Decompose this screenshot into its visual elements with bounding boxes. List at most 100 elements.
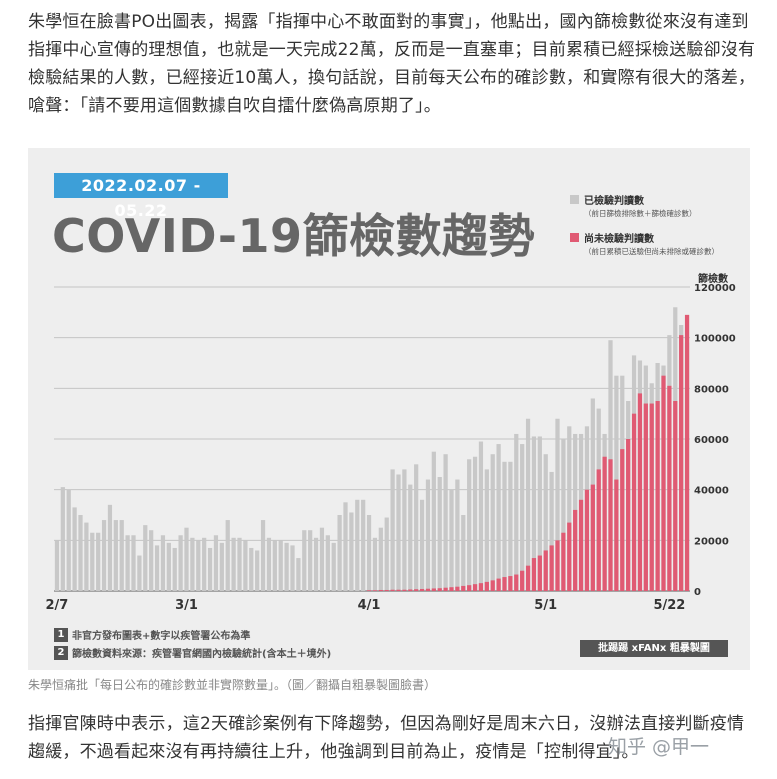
bar-pending bbox=[414, 589, 419, 591]
bar-pending bbox=[626, 439, 631, 591]
bar-pending bbox=[402, 589, 407, 591]
bar-pending bbox=[443, 587, 448, 591]
x-tick-label: 2/7 bbox=[46, 598, 69, 613]
bar-pending bbox=[649, 403, 654, 591]
bar-tested bbox=[125, 535, 130, 591]
bar-tested bbox=[72, 507, 77, 591]
bar-tested bbox=[467, 459, 472, 591]
y-tick-label: 60000 bbox=[694, 435, 729, 446]
bar-tested bbox=[243, 540, 248, 591]
bar-tested bbox=[178, 535, 183, 591]
y-tick-label: 120000 bbox=[694, 283, 736, 294]
bar-tested bbox=[78, 515, 83, 591]
bar-pending bbox=[431, 588, 436, 591]
bar-tested bbox=[225, 520, 230, 591]
bar-pending bbox=[484, 581, 489, 591]
bar-tested bbox=[60, 487, 65, 591]
chart-note-number: 1 bbox=[54, 627, 68, 642]
chart-figure: 2022.02.07 - 05.22 COVID-19篩檢數趨勢 已檢驗判讀數 … bbox=[28, 148, 750, 670]
bar-tested bbox=[455, 479, 460, 591]
bar-pending bbox=[679, 335, 684, 591]
bar-tested bbox=[478, 441, 484, 591]
bar-tested bbox=[384, 517, 389, 591]
bar-tested bbox=[101, 520, 107, 591]
chart-note-text: 篩檢數資料來源：疾管署官網國內檢驗統計(含本土＋境外) bbox=[72, 649, 332, 660]
bar-tested bbox=[249, 547, 254, 591]
bar-tested bbox=[431, 451, 436, 591]
chart-note-2: 2 篩檢數資料來源：疾管署官網國內檢驗統計(含本土＋境外) bbox=[54, 642, 332, 660]
bar-pending bbox=[478, 583, 484, 591]
bar-tested bbox=[296, 558, 301, 591]
y-tick-label: 80000 bbox=[694, 384, 729, 395]
legend-swatch-pending bbox=[570, 233, 579, 242]
chart-legend: 已檢驗判讀數 （前日篩檢排除數＋篩檢確診數） 尚未檢驗判讀數 （前日累積已送驗但… bbox=[570, 192, 746, 268]
bar-pending bbox=[537, 555, 542, 591]
bar-tested bbox=[84, 522, 89, 591]
bar-tested bbox=[443, 454, 448, 591]
legend-note-pending: （前日累積已送驗但尚未排除或確診數） bbox=[584, 247, 719, 256]
bar-pending bbox=[643, 403, 648, 591]
chart-note-text: 非官方發布圖表+數字以疾管署公布為準 bbox=[72, 631, 251, 642]
bar-pending bbox=[667, 385, 672, 591]
bar-tested bbox=[202, 537, 207, 591]
bar-pending bbox=[514, 574, 519, 591]
bar-tested bbox=[149, 530, 154, 591]
bar-tested bbox=[131, 535, 136, 591]
bar-tested bbox=[520, 444, 525, 591]
bar-pending bbox=[390, 589, 395, 591]
bar-tested bbox=[378, 527, 383, 591]
bar-tested bbox=[272, 540, 277, 591]
bar-pending bbox=[655, 401, 660, 591]
chart-note-number: 2 bbox=[54, 645, 68, 660]
bar-pending bbox=[567, 522, 572, 591]
bar-tested bbox=[525, 418, 531, 591]
bar-tested bbox=[343, 502, 348, 591]
bar-tested bbox=[255, 550, 260, 591]
bar-tested bbox=[184, 527, 189, 591]
date-range-badge: 2022.02.07 - 05.22 bbox=[54, 173, 228, 220]
bar-tested bbox=[561, 439, 566, 591]
bar-tested bbox=[154, 545, 160, 591]
x-tick-label: 5/22 bbox=[653, 598, 685, 613]
bar-tested bbox=[355, 499, 360, 591]
legend-item-tested: 已檢驗判讀數 （前日篩檢排除數＋篩檢確診數） bbox=[570, 192, 746, 219]
bar-tested bbox=[284, 542, 289, 591]
legend-label-pending: 尚未檢驗判讀數 bbox=[584, 234, 654, 245]
legend-note-tested: （前日篩檢排除數＋篩檢確診數） bbox=[584, 209, 697, 218]
bar-tested bbox=[196, 540, 201, 591]
chart-credit: 批踢踢 xFANx 粗暴製圖 bbox=[580, 640, 728, 657]
bar-tested bbox=[190, 537, 195, 591]
bar-tested bbox=[160, 535, 166, 591]
bar-tested bbox=[137, 555, 142, 591]
bar-tested bbox=[437, 477, 442, 591]
bar-tested bbox=[113, 520, 118, 591]
chart-plot-area: 0 20000 40000 60000 80000 100000 120000 2/7 3/1 4… bbox=[46, 283, 736, 613]
bar-pending bbox=[520, 570, 525, 591]
bar-tested bbox=[555, 418, 560, 591]
bar-pending bbox=[555, 540, 560, 591]
bar-tested bbox=[331, 542, 336, 591]
bar-tested bbox=[567, 426, 572, 591]
bar-tested bbox=[549, 471, 554, 591]
bar-pending bbox=[384, 589, 389, 591]
bar-pending bbox=[614, 479, 619, 591]
bar-tested bbox=[508, 461, 513, 591]
bar-tested bbox=[402, 469, 407, 591]
bar-pending bbox=[378, 589, 383, 591]
bar-tested bbox=[396, 474, 401, 591]
y-tick-label: 20000 bbox=[694, 536, 729, 547]
bar-pending bbox=[502, 577, 507, 591]
bar-tested bbox=[419, 499, 425, 591]
bar-tested bbox=[325, 535, 330, 591]
bar-tested bbox=[302, 530, 307, 591]
bar-pending bbox=[461, 585, 466, 591]
bar-tested bbox=[172, 547, 177, 591]
x-tick-label: 4/1 bbox=[358, 598, 381, 613]
bar-pending bbox=[673, 401, 678, 591]
bar-pending bbox=[467, 585, 472, 591]
bar-tested bbox=[207, 547, 213, 591]
bar-pending bbox=[608, 459, 613, 591]
bar-tested bbox=[260, 520, 266, 591]
bar-tested bbox=[543, 454, 548, 591]
chart-title: COVID-19篩檢數趨勢 bbox=[52, 209, 535, 263]
